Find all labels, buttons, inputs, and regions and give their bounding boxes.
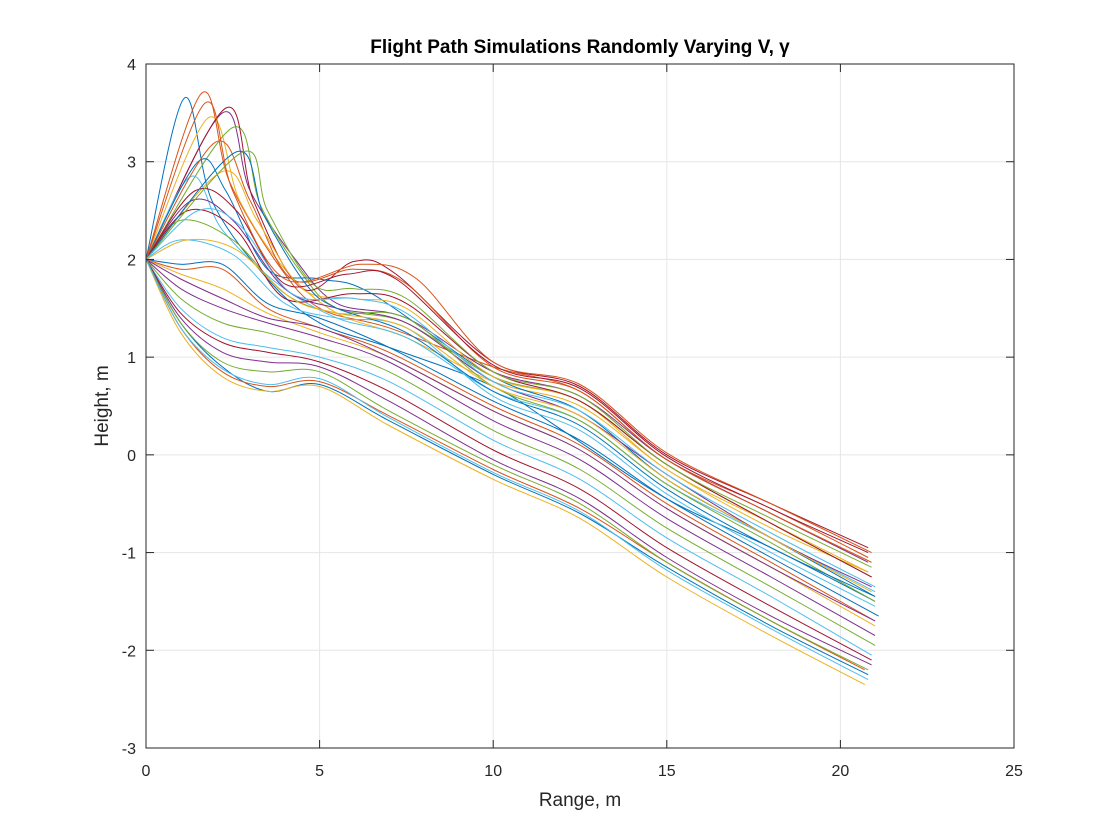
x-tick-label: 20 <box>832 763 850 780</box>
y-tick-label: -1 <box>122 546 136 563</box>
y-tick-label: 0 <box>127 448 136 465</box>
chart-title: Flight Path Simulations Randomly Varying… <box>370 37 790 58</box>
y-tick-label: 2 <box>127 252 136 269</box>
y-tick-label: -3 <box>122 741 136 758</box>
x-tick-label: 15 <box>658 763 676 780</box>
x-tick-label: 5 <box>315 763 324 780</box>
x-tick-label: 10 <box>484 763 502 780</box>
y-tick-label: 3 <box>127 155 136 172</box>
y-tick-label: 1 <box>127 350 136 367</box>
y-tick-label: 4 <box>127 57 136 74</box>
x-tick-label: 0 <box>142 763 151 780</box>
x-tick-label: 25 <box>1005 763 1023 780</box>
x-axis-label: Range, m <box>539 790 621 811</box>
y-tick-label: -2 <box>122 643 136 660</box>
y-axis-label: Height, m <box>92 365 113 446</box>
